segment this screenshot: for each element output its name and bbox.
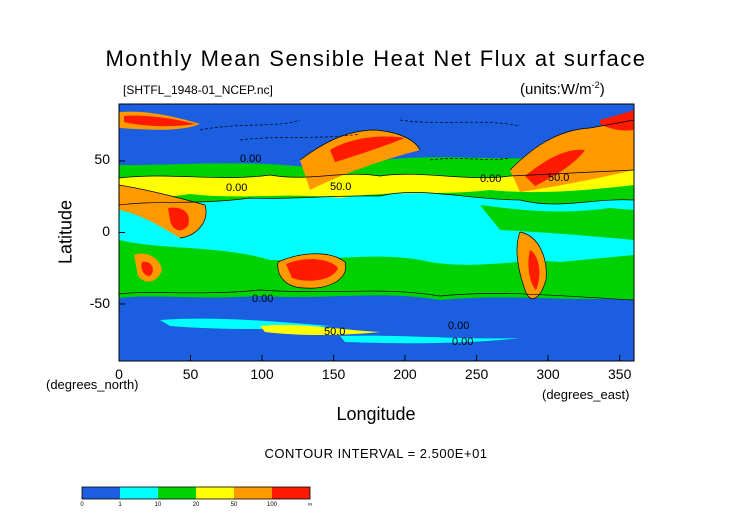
south-america-core: [528, 250, 540, 290]
chart-title: Monthly Mean Sensible Heat Net Flux at s…: [105, 46, 647, 71]
sahara-core: [168, 207, 189, 231]
colorbar-segment: [196, 487, 234, 499]
north-europe-core: [124, 115, 195, 127]
south-africa-core: [141, 261, 153, 276]
x-tick-label: 350: [608, 366, 632, 382]
contour-label: 50.0: [330, 181, 351, 193]
y-tick-label: 50: [94, 151, 110, 167]
contour-label: 0.00: [252, 293, 273, 305]
contour-label: 0.00: [448, 320, 469, 332]
x-tick-label: 50: [182, 366, 199, 382]
contour-label: 50.0: [324, 326, 345, 338]
colorbar-segment: [234, 487, 272, 499]
x-units-label: (degrees_north): [46, 377, 139, 392]
colorbar: [81, 486, 311, 500]
flux-map: 0.00 50.0 0.00 50.0 0.00 0.00 0.00 0.00 …: [119, 104, 634, 361]
x-tick-label: 200: [393, 366, 417, 382]
colorbar-tick-label: 0: [80, 502, 84, 508]
colorbar-end-label: ∞: [307, 502, 313, 508]
siberia: [300, 130, 420, 190]
colorbar-tick-label: 50: [230, 502, 238, 508]
colorbar-segment: [82, 487, 120, 499]
y-tick-label: 0: [102, 223, 110, 239]
x-tick-label: 0: [115, 366, 123, 382]
southern-streak-4: [260, 324, 380, 335]
contour-lines: [119, 119, 634, 301]
colorbar-tick-label: 1: [118, 502, 122, 508]
colorbar-tick-label: 10: [154, 502, 162, 508]
y-units-label: (degrees_east): [542, 387, 630, 402]
contour-label: 50.0: [548, 172, 569, 184]
x-tick-label: 150: [321, 366, 346, 382]
colorbar-segment: [120, 487, 158, 499]
x-axis-label: Longitude: [336, 404, 416, 424]
contour-interval-label: CONTOUR INTERVAL = 2.500E+01: [264, 446, 488, 461]
x-tick-label: 300: [536, 366, 560, 382]
y-tick-label: -50: [89, 295, 110, 311]
australia-core: [286, 259, 338, 281]
southern-ocean-blue: [119, 298, 634, 361]
contour-label: 0.00: [480, 173, 501, 185]
contour-label: 0.00: [452, 336, 473, 348]
yellow-band: [119, 170, 634, 198]
x-tick-label: 100: [250, 366, 274, 382]
green-south: [119, 240, 634, 300]
siberia-core: [330, 136, 405, 162]
chart-subtitle: [SHTFL_1948-01_NCEP.nc]: [123, 83, 273, 97]
colorbar-segment: [272, 487, 310, 499]
colorbar-tick-label: 100: [266, 502, 277, 508]
units-label: (units:W/m-2): [520, 80, 605, 98]
contour-label: 0.00: [240, 153, 261, 165]
southern-streak-5: [340, 335, 520, 344]
north-america-core: [525, 149, 585, 186]
contour-label: 0.00: [226, 182, 247, 194]
axis-ticks: [118, 160, 621, 361]
colorbar-frame: [81, 486, 311, 500]
green-east: [480, 205, 634, 240]
colorbar-tick-label: 20: [192, 502, 200, 508]
x-tick-label: 250: [464, 366, 489, 382]
greenland: [600, 110, 634, 131]
colorbar-segment: [158, 487, 196, 499]
y-axis-label: Latitude: [55, 199, 76, 265]
